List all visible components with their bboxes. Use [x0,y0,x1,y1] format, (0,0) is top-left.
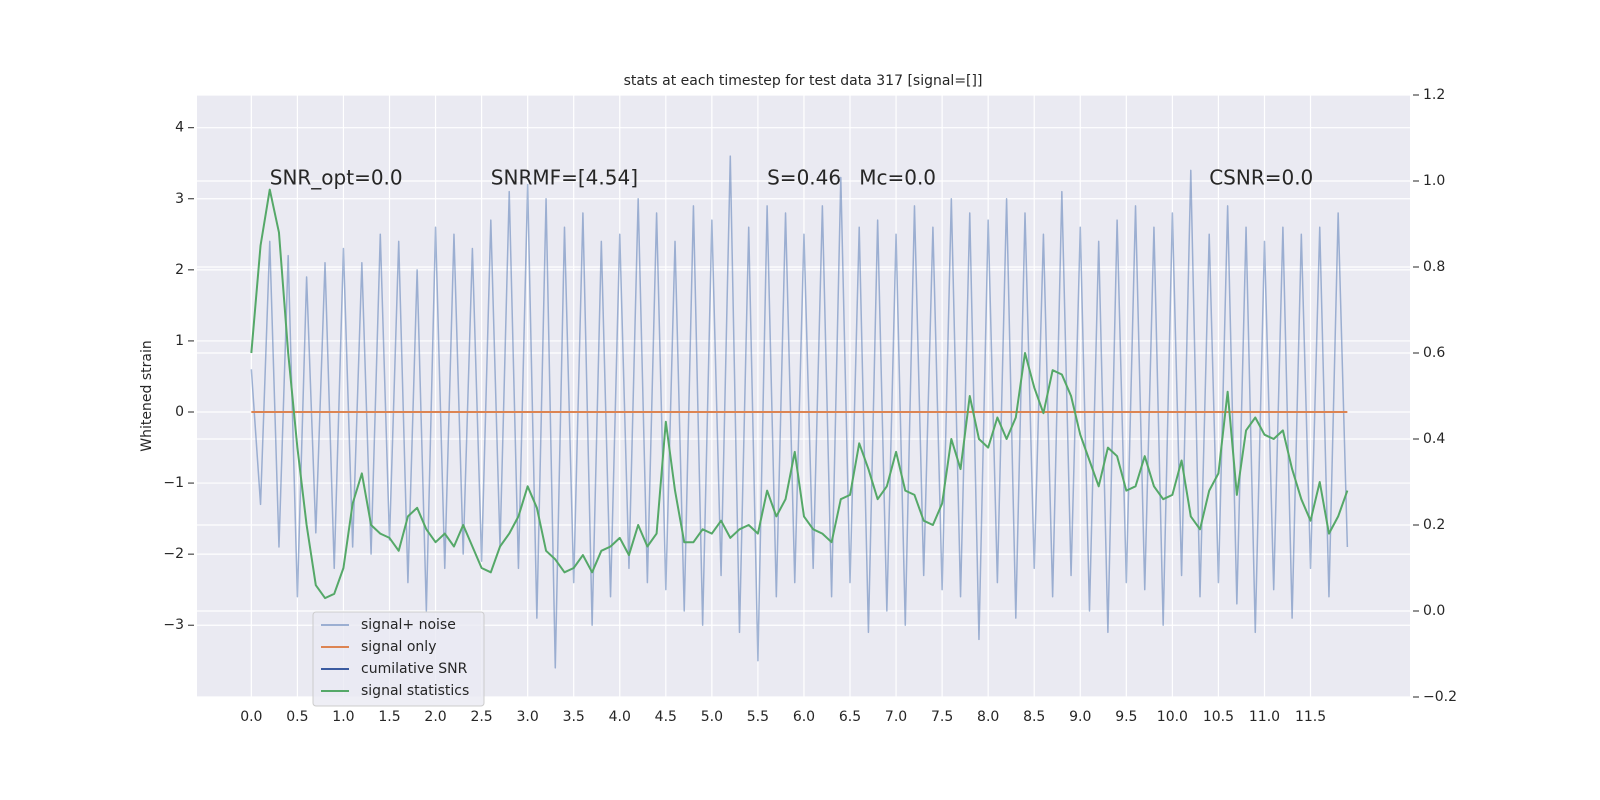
legend-label: cumilative SNR [361,661,468,677]
x-tick-label: 4.5 [655,709,677,725]
x-tick-label: 11.5 [1295,709,1326,725]
x-tick-label: 6.0 [793,709,815,725]
y2-tick-label: 1.0 [1423,173,1445,189]
x-tick-label: 10.0 [1157,709,1188,725]
legend-label: signal statistics [361,683,469,699]
y-tick-label: 3 [175,191,184,207]
y-tick-label: −2 [163,546,184,562]
y-tick-label: 1 [175,333,184,349]
y-tick-label: 0 [175,404,184,420]
x-tick-label: 9.5 [1115,709,1137,725]
x-tick-label: 0.5 [286,709,308,725]
series-line [250,155,1349,669]
annotation: CSNR=0.0 [1209,166,1313,190]
x-tick-label: 6.5 [839,709,861,725]
series-line [250,188,1349,600]
legend-box [312,611,485,707]
x-tick-label: 5.5 [747,709,769,725]
annotation: SNR_opt=0.0 [270,166,403,190]
y-axis-label: Whitened strain [139,340,155,451]
x-tick-label: 7.0 [885,709,907,725]
annotation: SNRMF=[4.54] [491,166,638,190]
x-tick-label: 11.0 [1249,709,1280,725]
legend-label: signal only [361,639,436,655]
x-tick-label: 8.0 [977,709,999,725]
legend-label: signal+ noise [361,617,456,633]
y-tick-label: −3 [163,617,184,633]
y2-tick-label: 1.2 [1423,87,1445,103]
x-tick-label: 5.0 [701,709,723,725]
y2-tick-label: 0.4 [1423,431,1445,447]
x-tick-label: 2.5 [470,709,492,725]
x-tick-label: 1.5 [378,709,400,725]
x-tick-label: 4.0 [609,709,631,725]
chart-title: stats at each timestep for test data 317… [624,73,983,89]
x-tick-label: 1.0 [332,709,354,725]
x-tick-label: 3.0 [517,709,539,725]
annotation: S=0.46 [767,166,841,190]
y2-tick-label: 0.2 [1423,517,1445,533]
y2-tick-label: 0.0 [1423,603,1445,619]
x-tick-label: 3.5 [563,709,585,725]
x-tick-label: 8.5 [1023,709,1045,725]
annotation: Mc=0.0 [859,166,936,190]
y-tick-label: −1 [163,475,184,491]
legend: signal+ noise signal only cumilative SNR si… [312,611,485,707]
y2-tick-label: 0.8 [1423,259,1445,275]
x-tick-label: 10.5 [1203,709,1234,725]
y-tick-label: 2 [175,262,184,278]
y2-tick-label: 0.6 [1423,345,1445,361]
x-tick-label: 7.5 [931,709,953,725]
x-tick-label: 9.0 [1069,709,1091,725]
y2-tick-label: −0.2 [1423,689,1457,705]
x-tick-label: 0.0 [240,709,262,725]
x-tick-label: 2.0 [424,709,446,725]
y-tick-label: 4 [175,120,184,136]
